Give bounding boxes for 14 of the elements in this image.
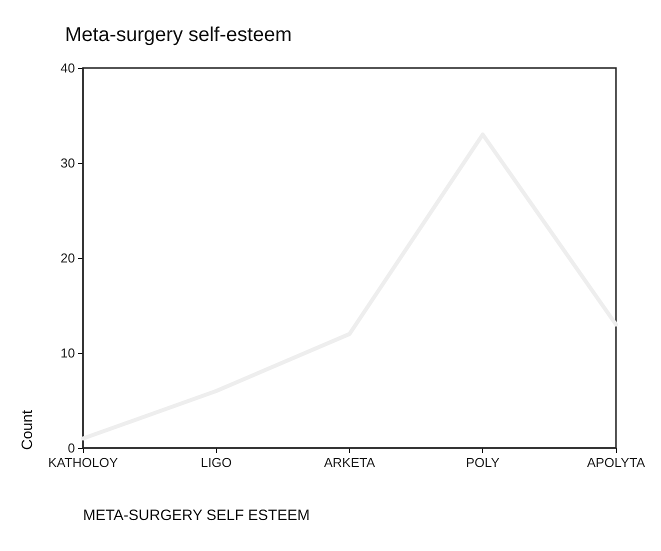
y-tick-label: 40 [60, 60, 75, 76]
y-tick-label: 30 [60, 156, 75, 170]
x-tick-label: LIGO [200, 455, 232, 470]
line-series [81, 132, 618, 440]
y-axis-title: Count [19, 409, 36, 450]
x-tick-label: ARKETA [324, 455, 376, 470]
y-tick-label: 0 [68, 440, 75, 456]
chart-title: Meta-surgery self-esteem [65, 24, 292, 46]
x-tick-label: KATHOLOY [48, 455, 118, 470]
y-tick-label: 20 [60, 250, 75, 266]
x-axis-title: META-SURGERY SELF ESTEEM [83, 507, 310, 524]
x-tick-label: POLY [466, 455, 500, 470]
x-tick-label: APOLYTA [586, 455, 646, 470]
y-tick-label: 10 [60, 346, 75, 360]
